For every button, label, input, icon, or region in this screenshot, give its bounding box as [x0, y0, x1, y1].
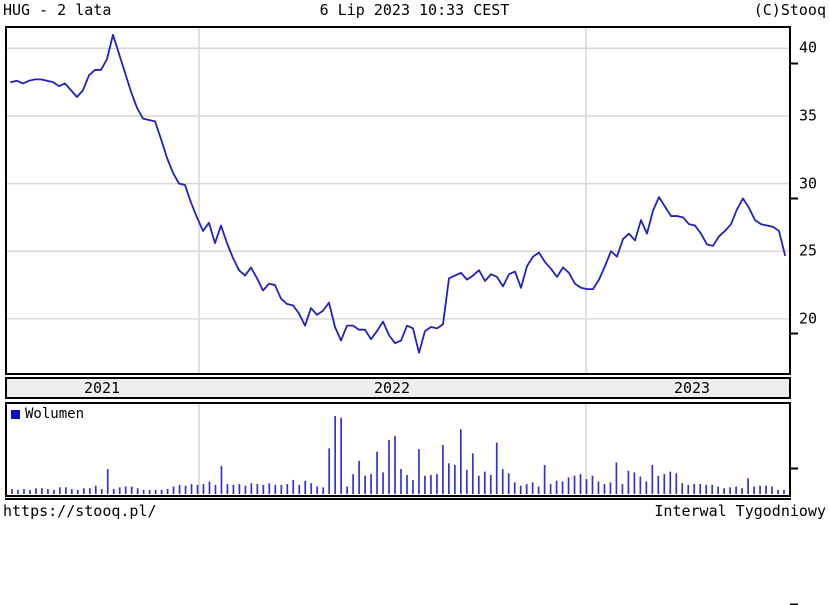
volume-chart-panel[interactable]: Wolumen [5, 402, 791, 497]
footer-interval: Interwal Tygodniowy [654, 502, 826, 520]
chart-timestamp: 6 Lip 2023 10:33 CEST [319, 1, 510, 19]
price-line-svg [7, 28, 789, 373]
volume-legend: Wolumen [11, 406, 84, 422]
y-axis-tick-label: 25 [790, 243, 817, 470]
y-axis-tick-mark [790, 197, 798, 200]
price-plot-area[interactable] [7, 28, 789, 373]
price-chart-panel[interactable] [5, 26, 791, 375]
volume-bars-svg [11, 404, 785, 495]
volume-legend-swatch-icon [11, 410, 20, 419]
y-axis-tick-mark [790, 467, 798, 470]
chart-title: HUG - 2 lata [3, 1, 112, 19]
x-axis-year-label: 2022 [373, 379, 411, 397]
y-axis-tick-mark [790, 62, 798, 65]
chart-copyright: (C)Stooq [753, 1, 826, 19]
x-axis-year-band: 2021 2022 2023 [5, 377, 791, 399]
price-y-axis: 40 35 30 25 20 [790, 26, 829, 605]
volume-legend-label: Wolumen [25, 406, 85, 422]
x-axis-year-label: 2021 [83, 379, 121, 397]
x-axis-year-label: 2023 [673, 379, 711, 397]
footer-url[interactable]: https://stooq.pl/ [3, 502, 157, 520]
y-axis-tick-label: 30 [790, 176, 817, 335]
y-axis-tick-label: 40 [790, 40, 817, 65]
chart-header: HUG - 2 lata 6 Lip 2023 10:33 CEST (C)St… [0, 0, 829, 22]
footer-divider [5, 498, 791, 500]
y-axis-tick-mark [790, 332, 798, 335]
chart-footer: https://stooq.pl/ Interwal Tygodniowy [0, 500, 829, 525]
y-axis-tick-label: 20 [790, 311, 817, 605]
y-axis-tick-label: 35 [790, 108, 817, 200]
